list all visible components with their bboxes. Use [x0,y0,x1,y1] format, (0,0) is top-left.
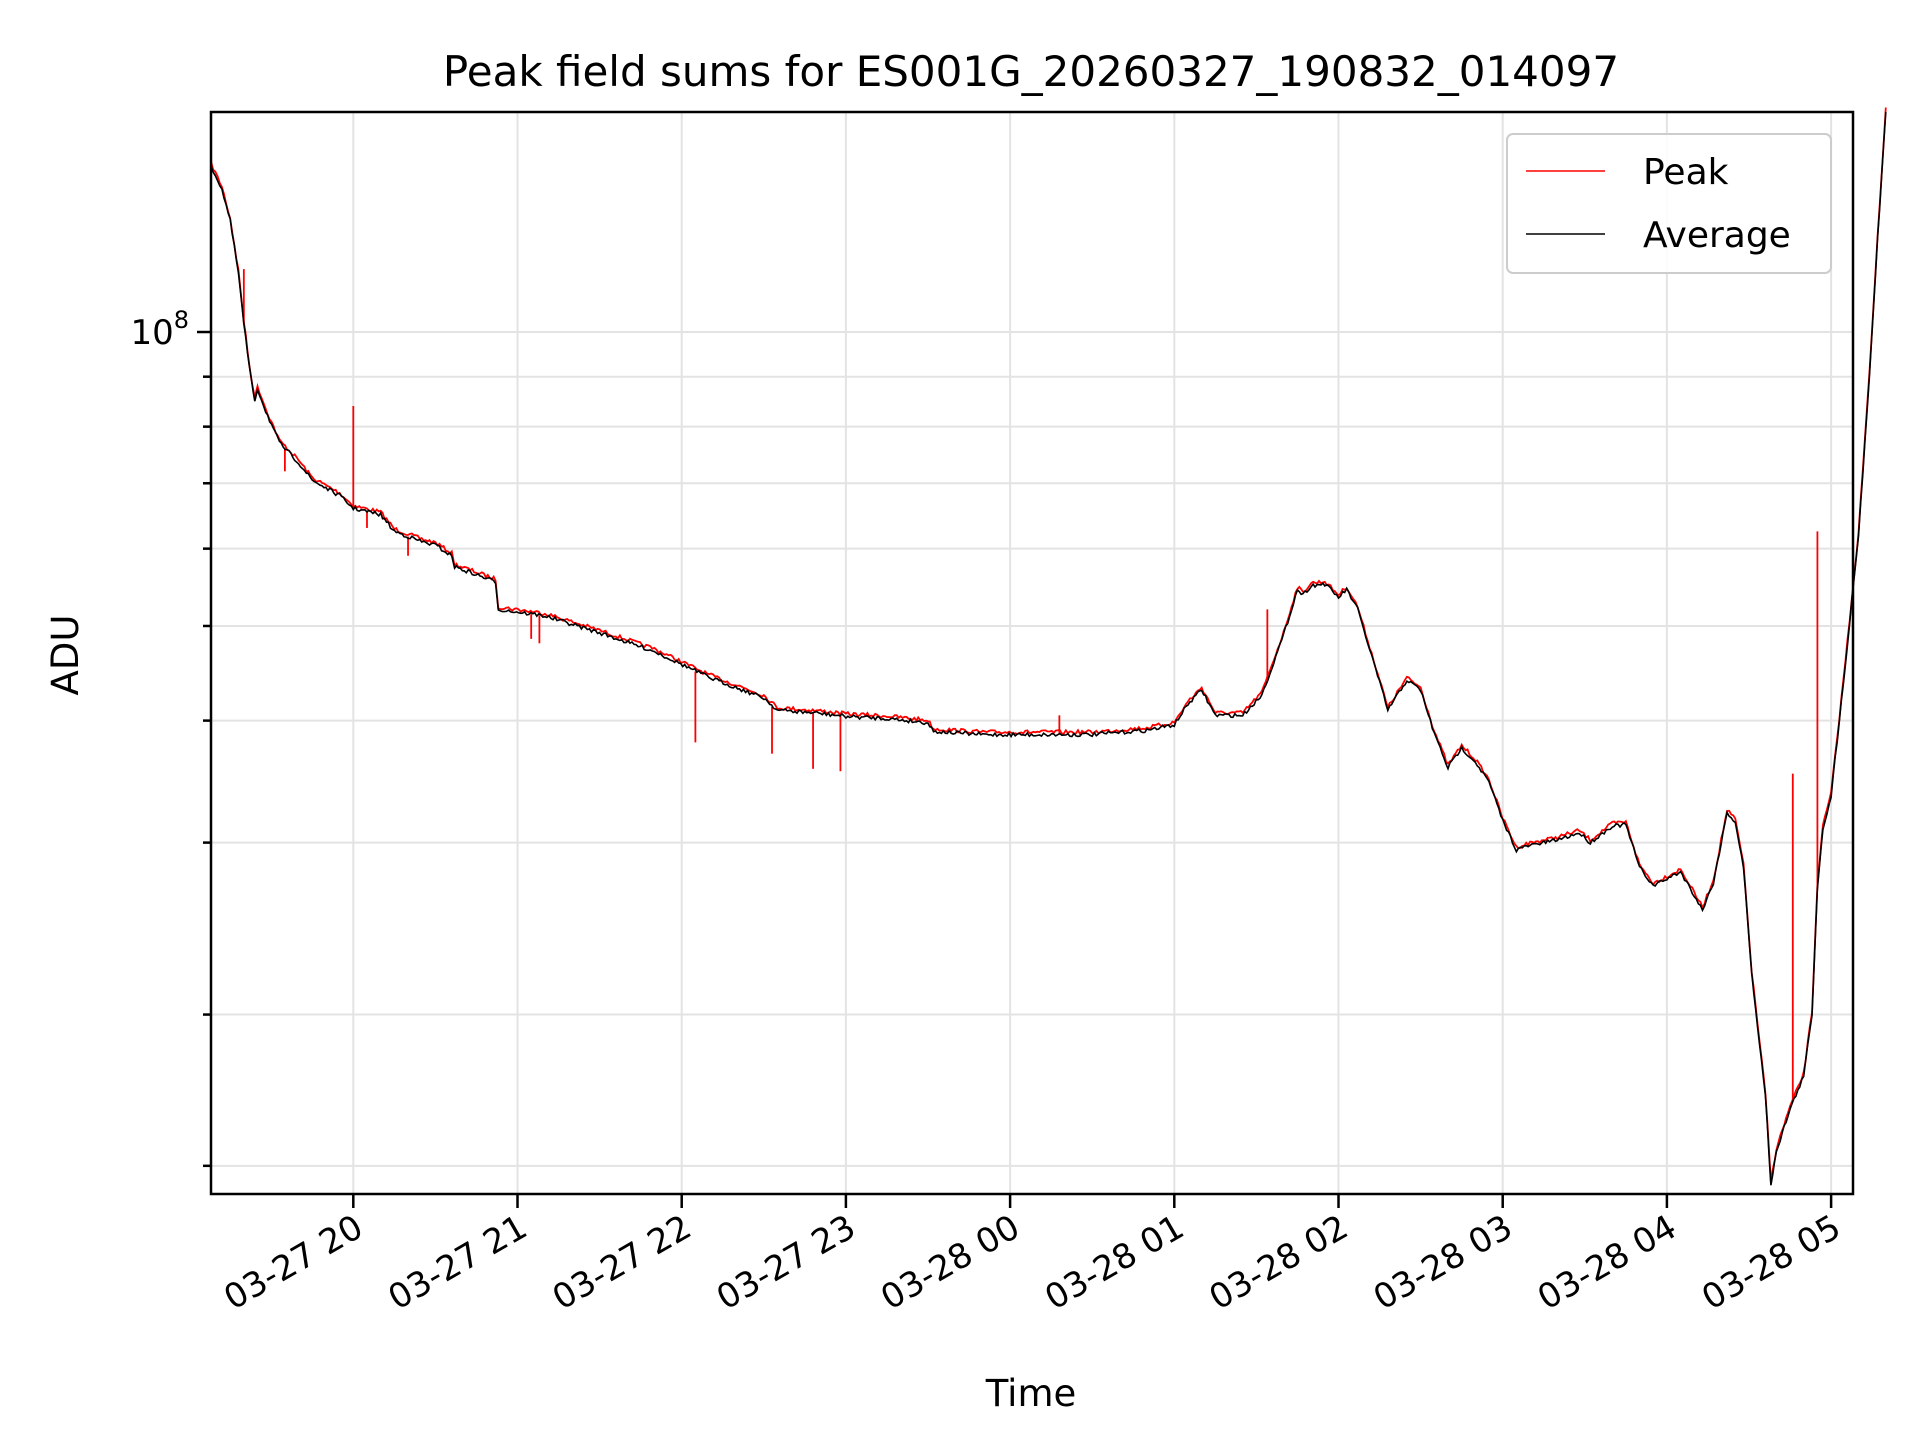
x-tick-label: 03-28 00 [874,1207,1026,1318]
legend-box [1506,133,1832,274]
series-average-line [210,111,1887,1186]
x-tick-label: 03-27 22 [546,1207,698,1318]
series-peak-line [210,107,1887,1183]
x-tick-label: 03-27 20 [217,1207,369,1318]
grid [211,112,1853,1194]
x-tick-label: 03-28 03 [1367,1207,1519,1318]
x-tick-label: 03-27 23 [710,1207,862,1318]
legend: Peak Average [1506,133,1832,274]
x-tick-label: 03-28 01 [1038,1207,1190,1318]
x-tick-label: 03-28 05 [1695,1207,1847,1318]
y-axis: 108 [130,306,211,1168]
legend-label-average: Average [1643,215,1791,256]
x-tick-label: 03-28 02 [1203,1207,1355,1318]
chart-title: Peak field sums for ES001G_20260327_1908… [443,47,1619,96]
plot-frame [209,110,1855,1196]
x-axis-label: Time [985,1372,1077,1415]
x-tick-label: 03-27 21 [382,1207,534,1318]
y-tick-label: 108 [130,306,189,353]
x-tick-label: 03-28 04 [1531,1207,1683,1318]
y-axis-label: ADU [44,615,87,696]
series-layer [210,107,1887,1186]
legend-label-peak: Peak [1643,152,1729,193]
x-axis: 03-27 20 03-27 21 03-27 22 03-27 23 03-28 00… [217,1194,1848,1318]
